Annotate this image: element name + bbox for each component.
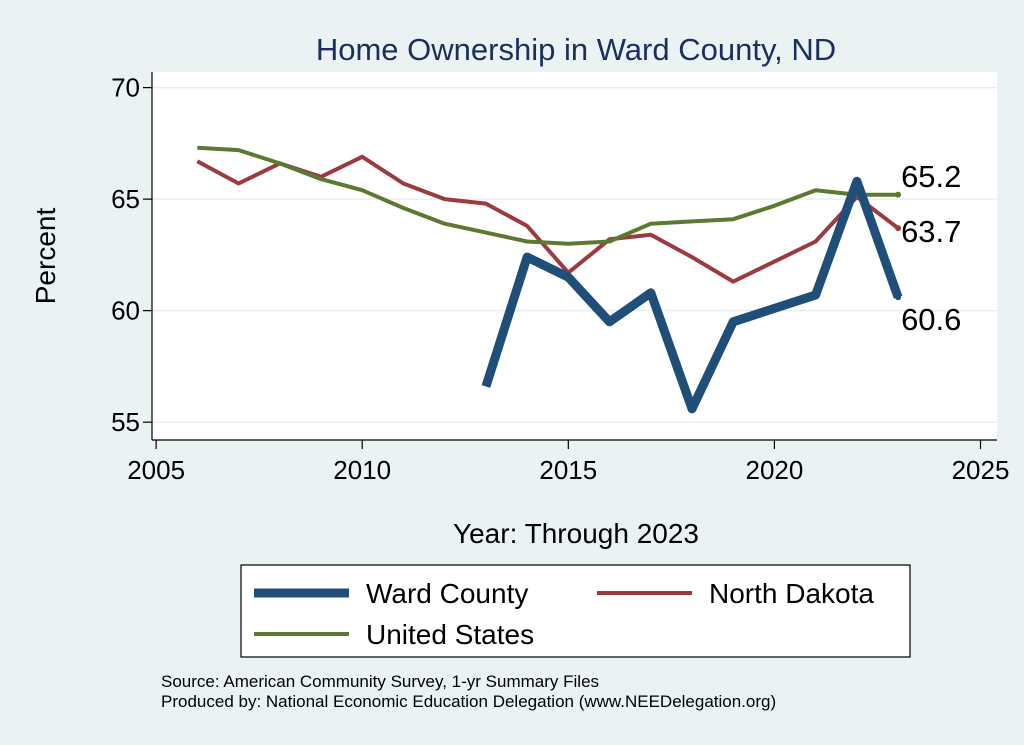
y-tick-label: 55 [111,407,140,437]
grid [152,86,997,423]
y-axis-title: Percent [30,208,61,305]
legend-label: United States [366,619,534,650]
x-tick-label: 2015 [539,455,597,485]
x-ticks: 2005 2010 2015 2020 2025 [127,440,1009,485]
series-lines [196,145,903,414]
end-labels: 60.6 63.7 65.2 [901,159,961,337]
legend-label: North Dakota [709,578,874,609]
y-tick-label: 70 [111,73,140,103]
end-label-ward-county: 60.6 [901,302,961,337]
legend-box [240,564,911,658]
chart-title: Home Ownership in Ward County, ND [316,32,836,67]
x-tick-label: 2010 [333,455,391,485]
x-tick-label: 2005 [127,455,185,485]
series-line-united-states [197,145,899,246]
y-tick-label: 65 [111,184,140,214]
legend: Ward County North Dakota United States [254,578,874,650]
y-tick-label: 60 [111,296,140,326]
y-ticks: 55 60 65 70 [111,73,152,437]
source-note: Source: American Community Survey, 1-yr … [161,672,599,691]
end-label-united-states: 65.2 [901,159,961,194]
legend-label: Ward County [366,578,528,609]
series-end-point [895,294,902,301]
end-label-north-dakota: 63.7 [901,214,961,249]
series-end-point [895,225,902,232]
x-tick-label: 2025 [952,455,1010,485]
x-tick-label: 2020 [745,455,803,485]
series-end-point [895,191,902,198]
series-line-ward-county [481,176,903,414]
x-axis-title: Year: Through 2023 [453,518,699,549]
plot-area [152,72,997,440]
producer-note: Produced by: National Economic Education… [161,692,776,711]
